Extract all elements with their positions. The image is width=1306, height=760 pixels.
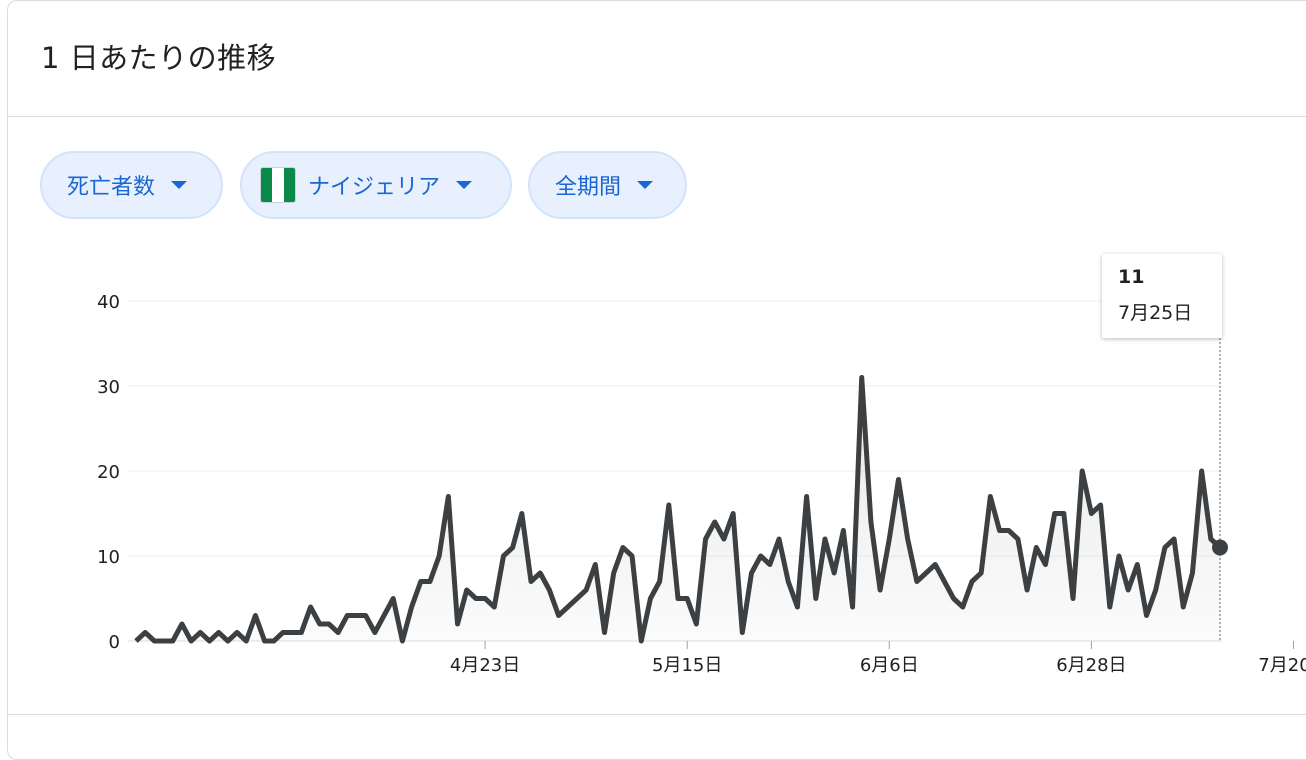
tooltip-value: 11 [1118, 266, 1145, 288]
x-tick-label: 6月6日 [860, 655, 919, 676]
x-tick-label: 5月15日 [652, 655, 722, 676]
dropdown-caret-icon [637, 181, 654, 189]
x-axis-labels: 4月23日 5月15日 6月6日 6月28日 7月20日 [450, 641, 1306, 676]
data-tooltip: 11 7月25日 [1102, 254, 1222, 338]
metric-filter-label: 死亡者数 [67, 175, 156, 200]
dropdown-caret-icon [171, 181, 188, 189]
header-divider [8, 116, 1306, 117]
card-title: 1 日あたりの推移 [41, 41, 277, 75]
dropdown-caret-icon [456, 181, 473, 189]
x-tick-label: 6月28日 [1056, 655, 1126, 676]
period-filter-chip[interactable]: 全期間 [528, 151, 687, 219]
country-filter-chip[interactable]: ナイジェリア [240, 151, 512, 219]
series-line [134, 375, 1222, 644]
metric-filter-chip[interactable]: 死亡者数 [40, 151, 223, 219]
y-tick-label: 30 [97, 377, 120, 398]
x-tick-label: 7月20日 [1258, 655, 1306, 676]
country-filter-label: ナイジェリア [308, 175, 441, 200]
y-axis-labels: 0 10 20 30 40 [97, 292, 120, 653]
hover-data-point[interactable] [1212, 539, 1228, 556]
series-area [136, 377, 1220, 641]
x-tick-label: 4月23日 [450, 655, 520, 676]
period-filter-label: 全期間 [555, 175, 622, 200]
y-tick-label: 0 [109, 632, 120, 653]
tooltip-date: 7月25日 [1118, 302, 1193, 324]
y-tick-label: 40 [97, 292, 120, 313]
footer-divider [8, 714, 1306, 715]
y-tick-label: 20 [97, 462, 120, 483]
nigeria-flag-icon [260, 167, 296, 203]
daily-deaths-chart[interactable]: 0 10 20 30 40 4月23日 5月15日 6月6日 6月28日 7月20日 [0, 0, 1306, 718]
y-tick-label: 10 [97, 547, 120, 568]
